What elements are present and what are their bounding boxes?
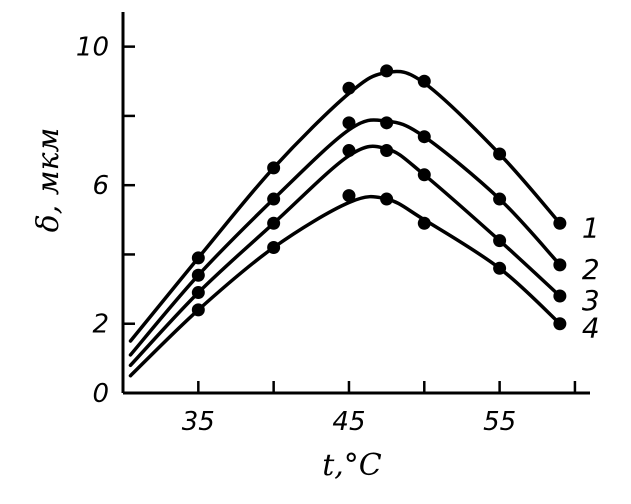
ticks: 35 45 55 0 2 6 10 [76, 33, 577, 437]
series-1-point [417, 74, 431, 88]
series-3-point [417, 168, 431, 182]
series-2-point [191, 268, 205, 282]
y-tick-label: 0 [92, 379, 109, 409]
y-axis-label: δ, мкм [31, 128, 66, 233]
series-3-point [380, 144, 394, 158]
series-4-point [493, 261, 507, 275]
series-4-point [191, 303, 205, 317]
series-2-point [417, 130, 431, 144]
curves [128, 69, 562, 378]
series-3-point [493, 234, 507, 248]
series-4-line [128, 194, 562, 378]
x-tick-label: 45 [332, 407, 365, 437]
series-labels: 1 234 [582, 211, 600, 344]
series-1-point [267, 161, 281, 175]
series-1-point [191, 251, 205, 265]
series-4-point [553, 317, 567, 331]
x-tick-label: 35 [182, 407, 215, 437]
series-3-label: 3 [582, 284, 600, 317]
series-2-point [493, 192, 507, 206]
axes [121, 12, 590, 395]
series-2-point [380, 116, 394, 130]
series-3-point [553, 289, 567, 303]
series-3-point [191, 286, 205, 300]
y-tick-label: 2 [92, 310, 109, 340]
y-tick-label: 6 [92, 171, 109, 201]
x-axis-label: t,°C [322, 448, 382, 483]
y-tick-label: 10 [76, 33, 109, 63]
series-4-point [342, 189, 356, 203]
series-4-point [267, 241, 281, 255]
series-1-point [493, 147, 507, 161]
series-4-point [417, 216, 431, 230]
series-1-point [380, 64, 394, 78]
series-2-point [553, 258, 567, 272]
series-1-label: 1 [582, 211, 600, 244]
x-tick-label: 55 [483, 407, 516, 437]
series-3-point [342, 144, 356, 158]
series-2-point [267, 192, 281, 206]
series-3-line [128, 144, 562, 368]
series-2-label: 2 [582, 253, 600, 286]
series-3-point [267, 216, 281, 230]
series-4-point [380, 192, 394, 206]
series-1-point [553, 216, 567, 230]
series-2-point [342, 116, 356, 130]
points [191, 64, 567, 331]
series-4-label: 4 [582, 312, 600, 345]
series-1-point [342, 81, 356, 95]
series-1-line [128, 69, 562, 343]
